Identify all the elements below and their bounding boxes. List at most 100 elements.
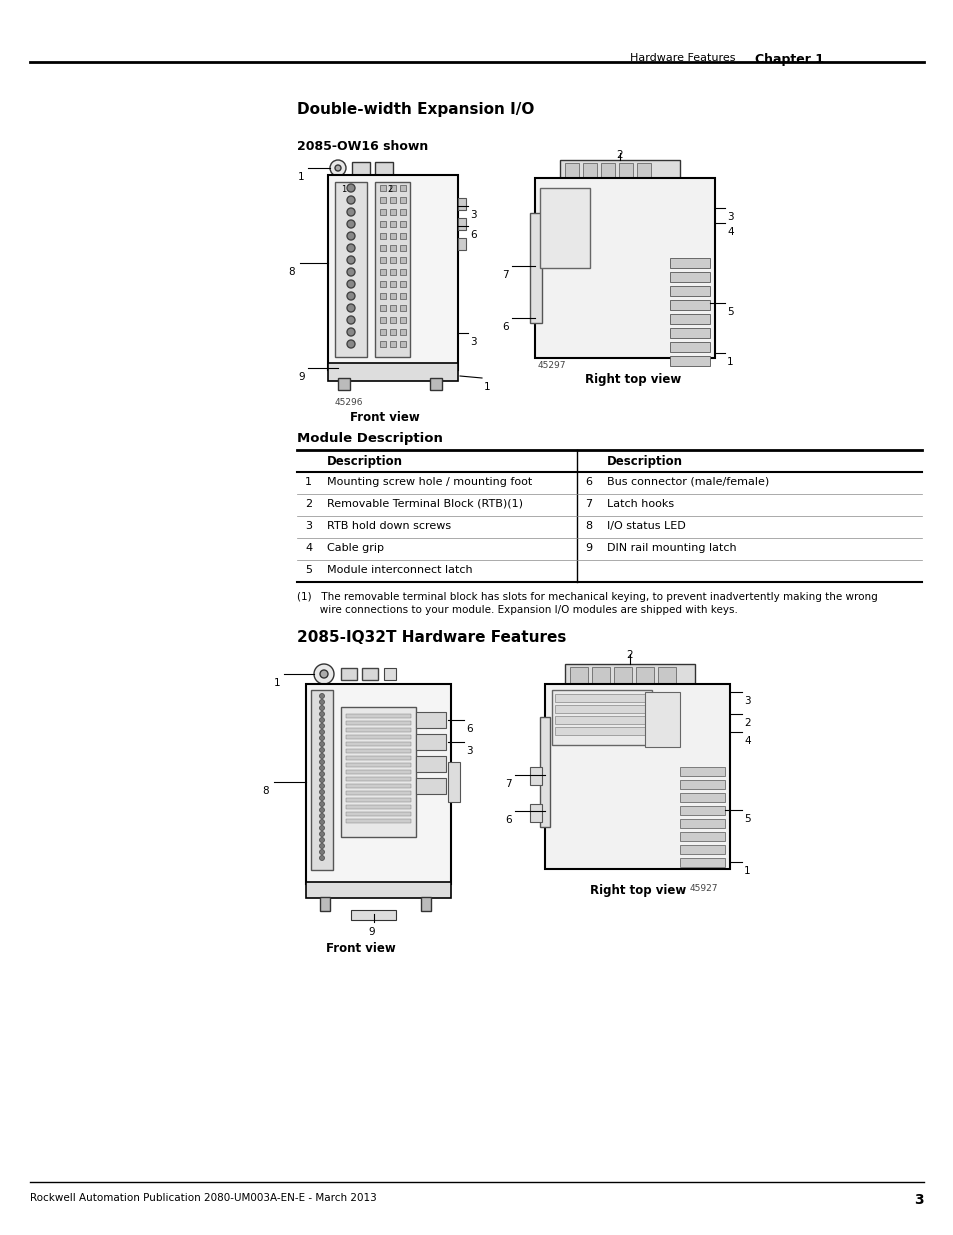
- Bar: [296, 450, 921, 472]
- Bar: [416, 713, 446, 727]
- Bar: [416, 778, 446, 794]
- Bar: [340, 668, 356, 680]
- Bar: [399, 282, 406, 287]
- Text: 6: 6: [584, 477, 592, 487]
- Bar: [679, 767, 724, 776]
- Bar: [379, 341, 386, 347]
- Bar: [379, 221, 386, 227]
- Text: 1: 1: [341, 185, 346, 194]
- Bar: [457, 219, 465, 230]
- Bar: [399, 209, 406, 215]
- Text: 3: 3: [305, 521, 312, 531]
- Bar: [352, 162, 370, 177]
- Text: 45927: 45927: [689, 884, 718, 893]
- Bar: [637, 163, 650, 178]
- Circle shape: [319, 802, 324, 806]
- Text: 5: 5: [305, 564, 312, 576]
- Bar: [679, 781, 724, 789]
- Bar: [379, 317, 386, 324]
- Circle shape: [319, 772, 324, 777]
- Bar: [346, 735, 411, 739]
- Circle shape: [319, 856, 324, 861]
- Circle shape: [330, 161, 346, 177]
- Bar: [399, 329, 406, 335]
- Text: 8: 8: [288, 267, 294, 277]
- Text: 3: 3: [726, 212, 733, 222]
- Text: 8: 8: [262, 785, 269, 797]
- Circle shape: [319, 783, 324, 788]
- Bar: [430, 378, 441, 390]
- Text: Cable grip: Cable grip: [327, 543, 384, 553]
- Text: 9: 9: [297, 372, 304, 382]
- Text: 6: 6: [470, 230, 476, 240]
- Text: 2085-OW16 shown: 2085-OW16 shown: [296, 140, 428, 153]
- Bar: [555, 694, 649, 701]
- Circle shape: [319, 831, 324, 836]
- Circle shape: [319, 705, 324, 710]
- Text: RTB hold down screws: RTB hold down screws: [327, 521, 451, 531]
- Circle shape: [335, 165, 340, 170]
- Circle shape: [347, 329, 355, 336]
- Bar: [390, 198, 395, 203]
- Bar: [592, 667, 609, 683]
- Bar: [346, 805, 411, 809]
- Bar: [544, 684, 729, 869]
- Circle shape: [347, 196, 355, 204]
- Bar: [399, 233, 406, 240]
- Bar: [390, 233, 395, 240]
- Text: (1)   The removable terminal block has slots for mechanical keying, to prevent i: (1) The removable terminal block has slo…: [296, 592, 877, 601]
- Text: 5: 5: [743, 814, 750, 824]
- Circle shape: [347, 232, 355, 240]
- Circle shape: [319, 850, 324, 855]
- Bar: [569, 667, 587, 683]
- Bar: [399, 221, 406, 227]
- Bar: [530, 804, 541, 823]
- Bar: [346, 790, 411, 795]
- Bar: [311, 690, 333, 869]
- Bar: [390, 257, 395, 263]
- Text: 45296: 45296: [335, 398, 363, 408]
- Bar: [535, 178, 714, 358]
- Bar: [679, 832, 724, 841]
- Circle shape: [319, 789, 324, 794]
- Circle shape: [347, 291, 355, 300]
- Bar: [399, 185, 406, 191]
- Text: Latch hooks: Latch hooks: [606, 499, 674, 509]
- Text: DIN rail mounting latch: DIN rail mounting latch: [606, 543, 736, 553]
- Circle shape: [319, 808, 324, 813]
- Bar: [530, 767, 541, 785]
- Text: 3: 3: [913, 1193, 923, 1207]
- Text: Chapter 1: Chapter 1: [754, 53, 823, 65]
- Bar: [669, 329, 709, 338]
- Text: 7: 7: [584, 499, 592, 509]
- Bar: [679, 845, 724, 853]
- Text: 45297: 45297: [537, 361, 566, 370]
- Text: 9: 9: [584, 543, 592, 553]
- Bar: [306, 684, 451, 884]
- Text: Mounting screw hole / mounting foot: Mounting screw hole / mounting foot: [327, 477, 532, 487]
- Text: 9: 9: [368, 927, 375, 937]
- Circle shape: [319, 718, 324, 722]
- Bar: [346, 798, 411, 802]
- Bar: [600, 163, 615, 178]
- Circle shape: [319, 814, 324, 819]
- Bar: [644, 692, 679, 747]
- Bar: [552, 690, 651, 745]
- Text: 2: 2: [305, 499, 312, 509]
- Circle shape: [319, 730, 324, 735]
- Circle shape: [319, 747, 324, 752]
- Circle shape: [347, 268, 355, 275]
- Text: 5: 5: [726, 308, 733, 317]
- Text: 2: 2: [743, 718, 750, 727]
- Bar: [669, 356, 709, 366]
- Bar: [390, 317, 395, 324]
- Text: 1: 1: [743, 866, 750, 876]
- Circle shape: [347, 280, 355, 288]
- Bar: [679, 858, 724, 867]
- Circle shape: [347, 304, 355, 312]
- Bar: [361, 668, 377, 680]
- Text: 2: 2: [387, 185, 393, 194]
- Text: 7: 7: [501, 270, 508, 280]
- Text: 4: 4: [305, 543, 312, 553]
- Text: 7: 7: [504, 779, 511, 789]
